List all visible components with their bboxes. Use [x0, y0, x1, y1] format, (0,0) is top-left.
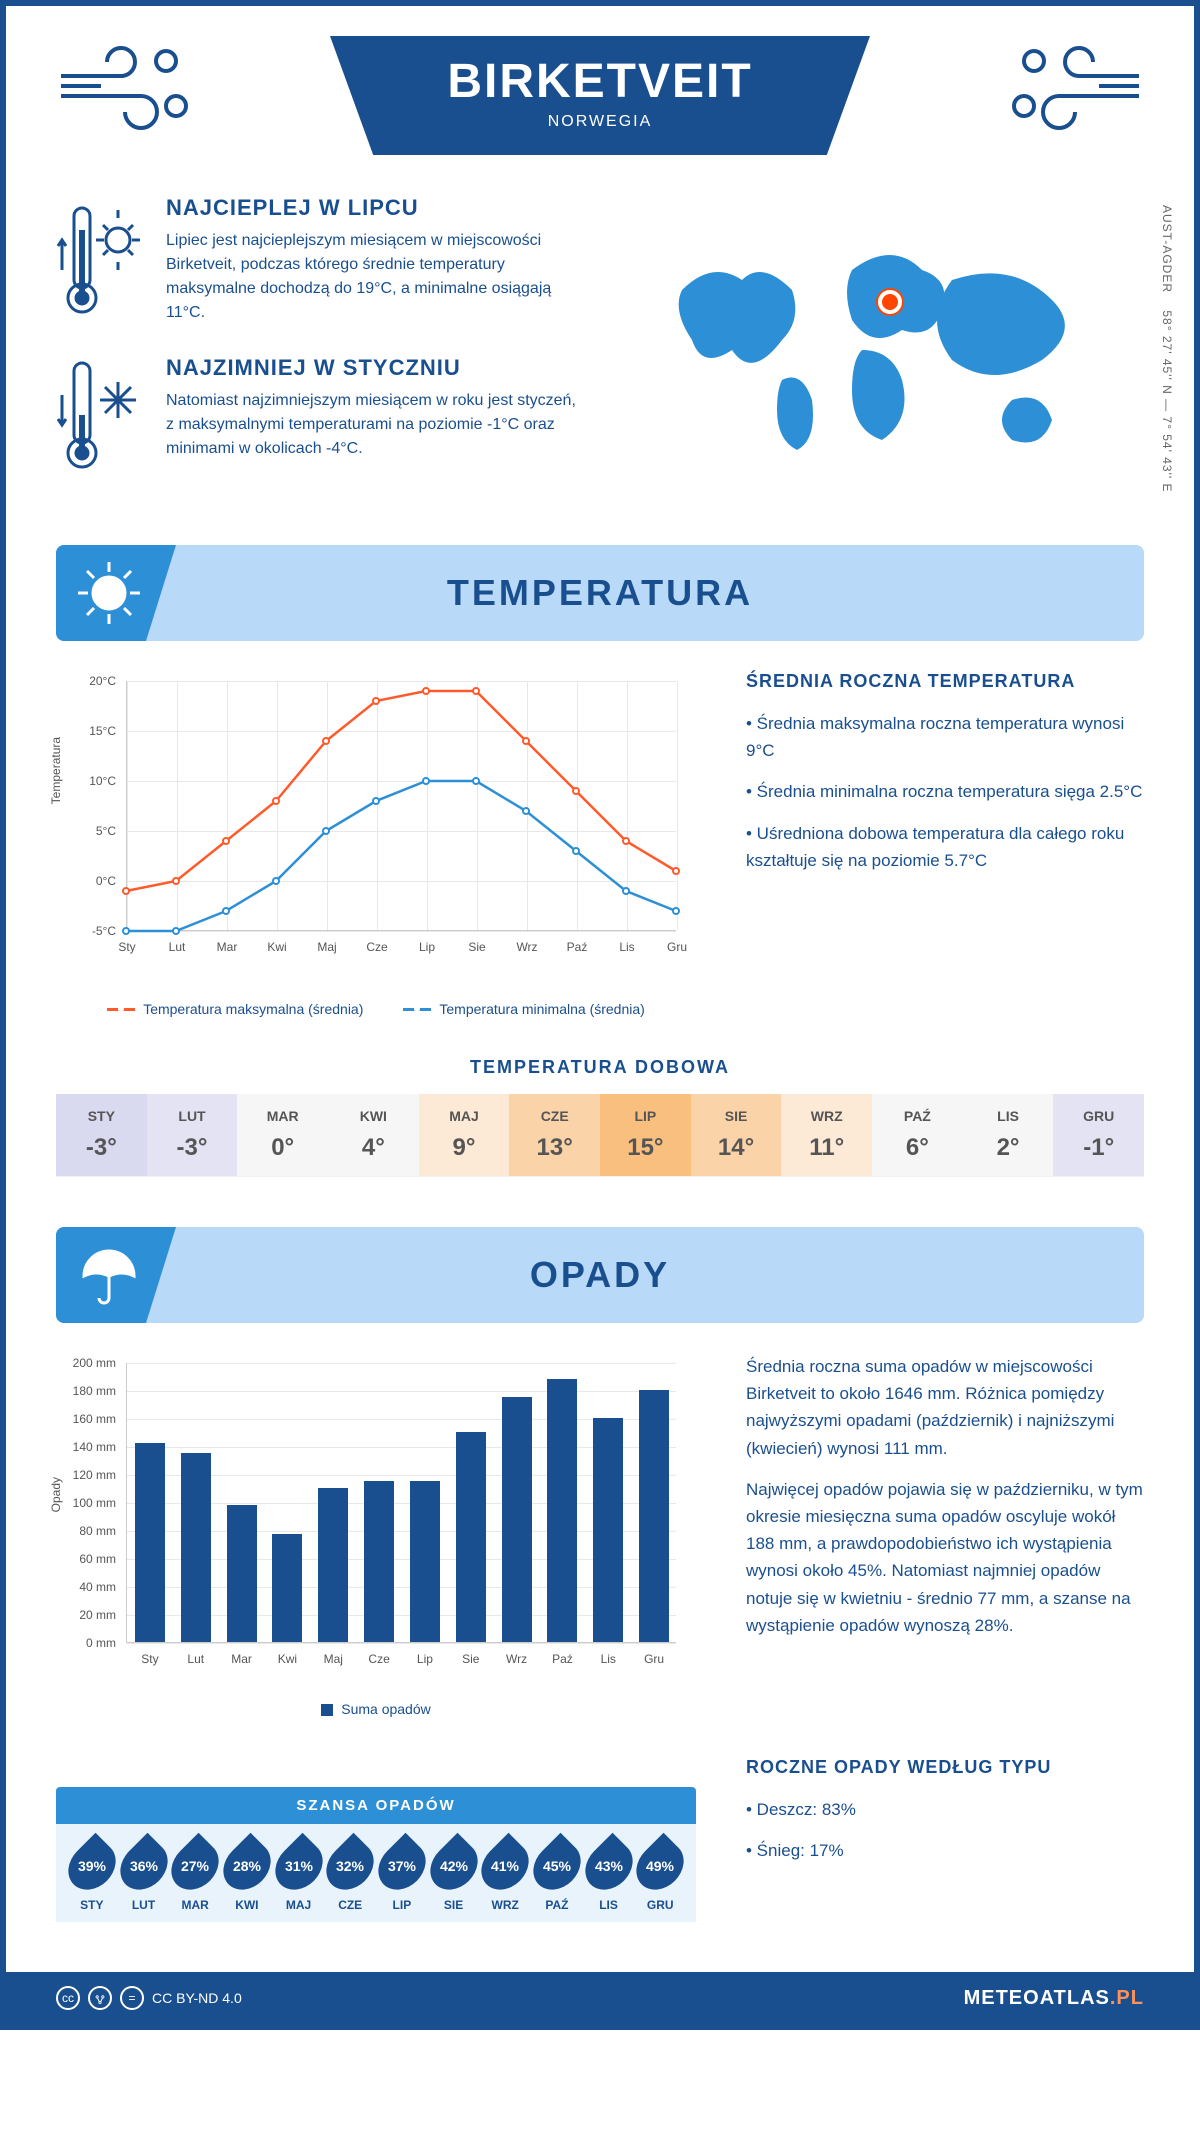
chance-drop: 39% STY — [66, 1840, 118, 1912]
fact-hot: NAJCIEPLEJ W LIPCU Lipiec jest najcieple… — [56, 195, 580, 325]
fact-cold: NAJZIMNIEJ W STYCZNIU Natomiast najzimni… — [56, 355, 580, 475]
brand: METEOATLAS.PL — [964, 1987, 1144, 2010]
temp-annual-p1: • Średnia maksymalna roczna temperatura … — [746, 710, 1144, 764]
daily-cell: SIE14° — [691, 1094, 782, 1176]
section-header-temperature: TEMPERATURA — [56, 545, 1144, 641]
fact-cold-title: NAJZIMNIEJ W STYCZNIU — [166, 355, 580, 381]
precip-text: Średnia roczna suma opadów w miejscowośc… — [746, 1353, 1144, 1717]
title-banner: BIRKETVEIT NORWEGIA — [330, 36, 870, 155]
temp-chart-row: TemperaturaStyLutMarKwiMajCzeLipSieWrzPa… — [56, 671, 1144, 1017]
temp-chart-legend: Temperatura maksymalna (średnia) Tempera… — [56, 1001, 696, 1017]
page: BIRKETVEIT NORWEGIA NAJCIEPLEJ W LIPCU L… — [0, 0, 1200, 2030]
daily-cell: WRZ11° — [781, 1094, 872, 1176]
daily-cell: MAR0° — [237, 1094, 328, 1176]
world-map — [662, 230, 1102, 470]
chance-drop: 45% PAŹ — [531, 1840, 583, 1912]
precip-chart-row: OpadyStyLutMarKwiMajCzeLipSieWrzPaźLisGr… — [56, 1353, 1144, 1717]
temperature-line-chart: TemperaturaStyLutMarKwiMajCzeLipSieWrzPa… — [56, 671, 696, 1017]
chance-drop: 28% KWI — [221, 1840, 273, 1912]
temp-annual-p3: • Uśredniona dobowa temperatura dla całe… — [746, 820, 1144, 874]
precipitation-bar-chart: OpadyStyLutMarKwiMajCzeLipSieWrzPaźLisGr… — [56, 1353, 696, 1717]
chance-drop: 42% SIE — [428, 1840, 480, 1912]
chance-box: SZANSA OPADÓW 39% STY 36% LUT 27% MAR 28… — [56, 1757, 696, 1922]
map-location-pin — [878, 290, 902, 314]
temp-annual-text: ŚREDNIA ROCZNA TEMPERATURA • Średnia mak… — [746, 671, 1144, 1017]
fact-hot-title: NAJCIEPLEJ W LIPCU — [166, 195, 580, 221]
chance-drop: 49% GRU — [634, 1840, 686, 1912]
daily-cell: MAJ9° — [419, 1094, 510, 1176]
fact-hot-text: NAJCIEPLEJ W LIPCU Lipiec jest najcieple… — [166, 195, 580, 325]
section-header-precip: OPADY — [56, 1227, 1144, 1323]
header: BIRKETVEIT NORWEGIA — [56, 36, 1144, 155]
chance-drop: 32% CZE — [324, 1840, 376, 1912]
daily-cell: LIS2° — [963, 1094, 1054, 1176]
precip-p2: Najwięcej opadów pojawia się w październ… — [746, 1476, 1144, 1639]
license: cc 🜉 = CC BY-ND 4.0 — [56, 1986, 242, 2010]
temp-annual-p2: • Średnia minimalna roczna temperatura s… — [746, 778, 1144, 805]
intro-row: NAJCIEPLEJ W LIPCU Lipiec jest najcieple… — [56, 195, 1144, 505]
precip-lower-row: SZANSA OPADÓW 39% STY 36% LUT 27% MAR 28… — [56, 1757, 1144, 1922]
sun-icon — [74, 558, 144, 628]
wind-icon-left — [56, 36, 196, 136]
chance-title: SZANSA OPADÓW — [56, 1787, 696, 1824]
chance-drop: 27% MAR — [169, 1840, 221, 1912]
fact-hot-body: Lipiec jest najcieplejszym miesiącem w m… — [166, 229, 580, 325]
content: BIRKETVEIT NORWEGIA NAJCIEPLEJ W LIPCU L… — [6, 6, 1194, 1922]
precip-p1: Średnia roczna suma opadów w miejscowośc… — [746, 1353, 1144, 1462]
umbrella-icon — [74, 1240, 144, 1310]
section-title-precip: OPADY — [530, 1254, 670, 1296]
daily-temp-title: TEMPERATURA DOBOWA — [56, 1057, 1144, 1078]
precip-type-text: ROCZNE OPADY WEDŁUG TYPU • Deszcz: 83% •… — [746, 1757, 1144, 1878]
coordinates-label: AUST-AGDER 58° 27' 45'' N — 7° 54' 43'' … — [1160, 205, 1174, 492]
chance-drops-row: 39% STY 36% LUT 27% MAR 28% KWI 31% MAJ … — [56, 1824, 696, 1922]
chance-drop: 43% LIS — [583, 1840, 635, 1912]
chance-drop: 41% WRZ — [479, 1840, 531, 1912]
daily-cell: LUT-3° — [147, 1094, 238, 1176]
section-title-temperature: TEMPERATURA — [447, 572, 753, 614]
temp-annual-title: ŚREDNIA ROCZNA TEMPERATURA — [746, 671, 1144, 692]
precip-chart-legend: Suma opadów — [56, 1701, 696, 1717]
daily-cell: PAŹ6° — [872, 1094, 963, 1176]
map-column: AUST-AGDER 58° 27' 45'' N — 7° 54' 43'' … — [620, 195, 1144, 505]
cc-icon: cc — [56, 1986, 80, 2010]
brand-name: METEOATLAS — [964, 1987, 1110, 2009]
precip-type-title: ROCZNE OPADY WEDŁUG TYPU — [746, 1757, 1144, 1778]
daily-cell: CZE13° — [509, 1094, 600, 1176]
by-icon: 🜉 — [88, 1986, 112, 2010]
daily-cell: STY-3° — [56, 1094, 147, 1176]
precip-type-p1: • Deszcz: 83% — [746, 1796, 1144, 1823]
precip-type-p2: • Śnieg: 17% — [746, 1837, 1144, 1864]
chance-drop: 31% MAJ — [273, 1840, 325, 1912]
daily-temp-table: STY-3° LUT-3° MAR0° KWI4° MAJ9° CZE13° L… — [56, 1094, 1144, 1177]
nd-icon: = — [120, 1986, 144, 2010]
fact-cold-body: Natomiast najzimniejszym miesiącem w rok… — [166, 389, 580, 461]
page-subtitle: NORWEGIA — [330, 113, 870, 131]
facts-column: NAJCIEPLEJ W LIPCU Lipiec jest najcieple… — [56, 195, 580, 505]
umbrella-icon-wrap — [56, 1227, 176, 1323]
footer: cc 🜉 = CC BY-ND 4.0 METEOATLAS.PL — [6, 1972, 1194, 2024]
daily-cell: LIP15° — [600, 1094, 691, 1176]
chance-drop: 36% LUT — [118, 1840, 170, 1912]
sun-icon-wrap — [56, 545, 176, 641]
page-title: BIRKETVEIT — [330, 54, 870, 109]
license-text: CC BY-ND 4.0 — [152, 1990, 242, 2006]
daily-cell: GRU-1° — [1053, 1094, 1144, 1176]
daily-cell: KWI4° — [328, 1094, 419, 1176]
chance-drop: 37% LIP — [376, 1840, 428, 1912]
brand-tld: .PL — [1110, 1987, 1144, 2009]
fact-cold-text: NAJZIMNIEJ W STYCZNIU Natomiast najzimni… — [166, 355, 580, 475]
thermometer-cold-icon — [56, 355, 146, 475]
thermometer-hot-icon — [56, 195, 146, 325]
wind-icon-right — [1004, 36, 1144, 136]
